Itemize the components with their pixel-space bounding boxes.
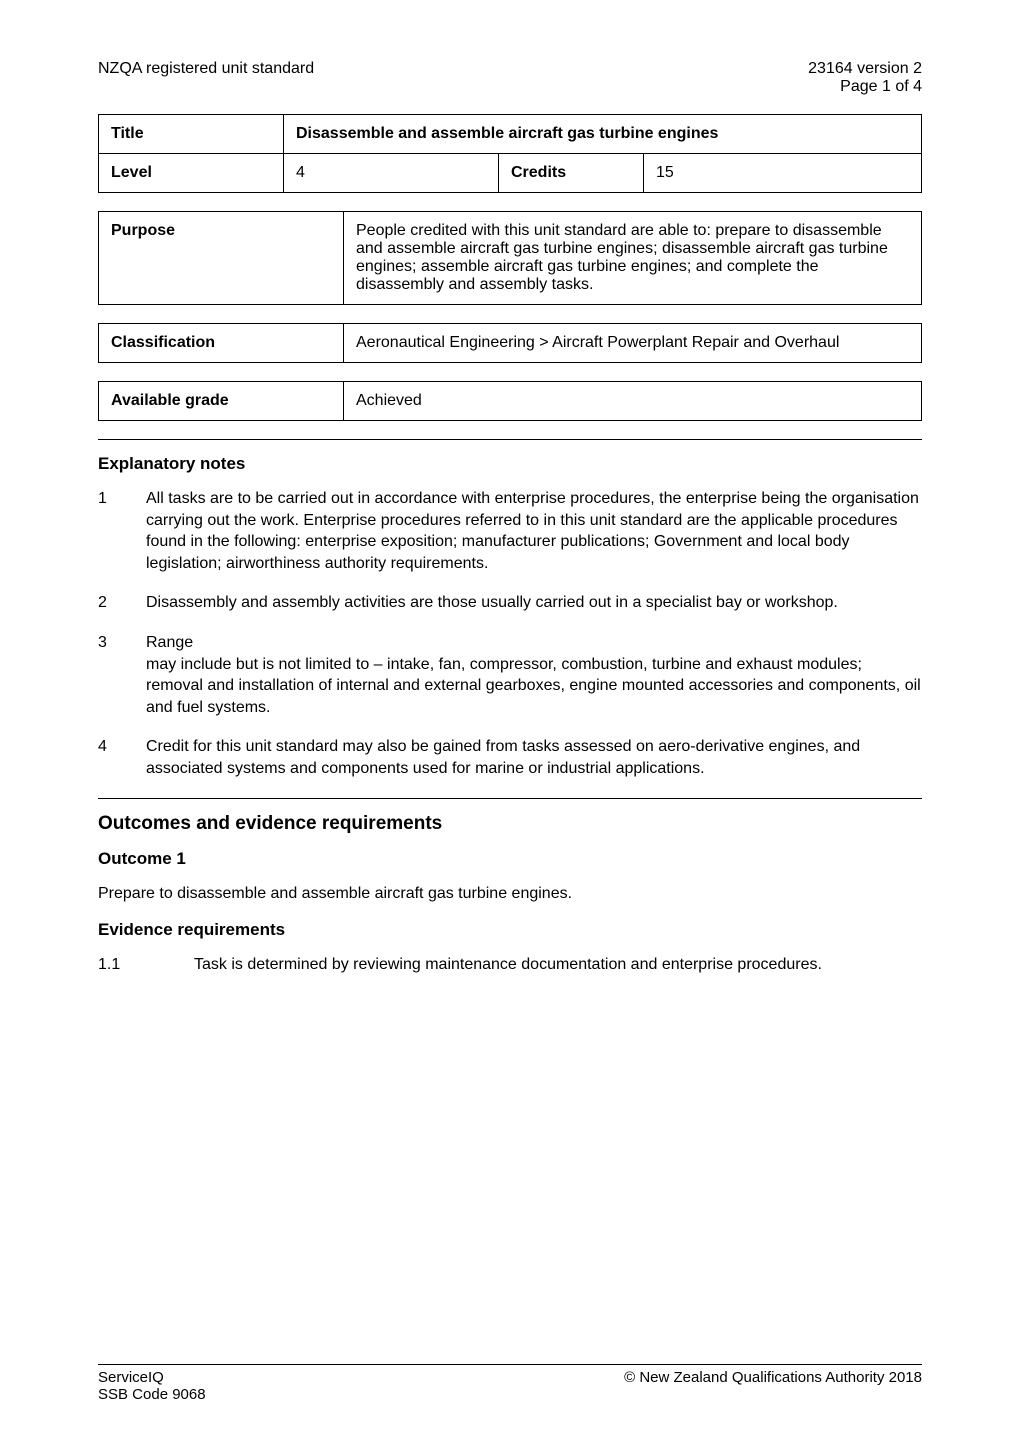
table-row: Classification Aeronautical Engineering …: [99, 324, 922, 363]
header-left: NZQA registered unit standard: [98, 60, 314, 96]
purpose-text-cell: People credited with this unit standard …: [344, 212, 922, 305]
list-item: 1 All tasks are to be carried out in acc…: [98, 488, 922, 574]
item-text: Credit for this unit standard may also b…: [146, 736, 922, 779]
level-value-cell: 4: [284, 154, 499, 193]
evidence-requirements-heading: Evidence requirements: [98, 920, 922, 940]
evidence-item-text: Task is determined by reviewing maintena…: [194, 954, 822, 976]
item-body: Range may include but is not limited to …: [146, 632, 922, 718]
credits-value-cell: 15: [644, 154, 922, 193]
title-label-cell: Title: [99, 115, 284, 154]
item-number: 3: [98, 632, 146, 718]
list-item: 3 Range may include but is not limited t…: [98, 632, 922, 718]
footer-left-line2: SSB Code 9068: [98, 1386, 206, 1403]
header-right: 23164 version 2 Page 1 of 4: [808, 60, 922, 96]
explanatory-notes-list: 1 All tasks are to be carried out in acc…: [98, 488, 922, 780]
item-text: may include but is not limited to – inta…: [146, 656, 921, 716]
evidence-item: 1.1 Task is determined by reviewing main…: [98, 954, 922, 976]
page: NZQA registered unit standard 23164 vers…: [0, 0, 1020, 1443]
classification-table: Classification Aeronautical Engineering …: [98, 323, 922, 363]
classification-text-cell: Aeronautical Engineering > Aircraft Powe…: [344, 324, 922, 363]
footer-row: ServiceIQ SSB Code 9068 © New Zealand Qu…: [98, 1369, 922, 1403]
header-right-line2: Page 1 of 4: [808, 78, 922, 96]
item-pretext: Range: [146, 634, 193, 651]
list-item: 4 Credit for this unit standard may also…: [98, 736, 922, 779]
grade-text-cell: Achieved: [344, 382, 922, 421]
grade-label-cell: Available grade: [99, 382, 344, 421]
list-item: 2 Disassembly and assembly activities ar…: [98, 592, 922, 614]
level-label-cell: Level: [99, 154, 284, 193]
outcome-1-heading: Outcome 1: [98, 849, 922, 869]
divider: [98, 439, 922, 440]
purpose-label-cell: Purpose: [99, 212, 344, 305]
available-grade-table: Available grade Achieved: [98, 381, 922, 421]
footer-left-line1: ServiceIQ: [98, 1369, 206, 1386]
item-number: 1: [98, 488, 146, 574]
item-text: Disassembly and assembly activities are …: [146, 592, 922, 614]
divider: [98, 798, 922, 799]
table-row: Level 4 Credits 15: [99, 154, 922, 193]
item-text: All tasks are to be carried out in accor…: [146, 488, 922, 574]
classification-label-cell: Classification: [99, 324, 344, 363]
item-number: 4: [98, 736, 146, 779]
explanatory-notes-heading: Explanatory notes: [98, 454, 922, 474]
page-footer: ServiceIQ SSB Code 9068 © New Zealand Qu…: [98, 1364, 922, 1403]
outcomes-heading: Outcomes and evidence requirements: [98, 813, 922, 835]
page-header: NZQA registered unit standard 23164 vers…: [98, 60, 922, 96]
header-right-line1: 23164 version 2: [808, 60, 922, 78]
evidence-item-number: 1.1: [98, 954, 194, 976]
footer-left: ServiceIQ SSB Code 9068: [98, 1369, 206, 1403]
footer-right: © New Zealand Qualifications Authority 2…: [624, 1369, 922, 1403]
table-row: Purpose People credited with this unit s…: [99, 212, 922, 305]
credits-label-cell: Credits: [499, 154, 644, 193]
footer-divider: [98, 1364, 922, 1365]
table-row: Title Disassemble and assemble aircraft …: [99, 115, 922, 154]
outcome-1-text: Prepare to disassemble and assemble airc…: [98, 883, 922, 905]
title-text-cell: Disassemble and assemble aircraft gas tu…: [284, 115, 922, 154]
title-level-credits-table: Title Disassemble and assemble aircraft …: [98, 114, 922, 193]
table-row: Available grade Achieved: [99, 382, 922, 421]
item-number: 2: [98, 592, 146, 614]
purpose-table: Purpose People credited with this unit s…: [98, 211, 922, 305]
